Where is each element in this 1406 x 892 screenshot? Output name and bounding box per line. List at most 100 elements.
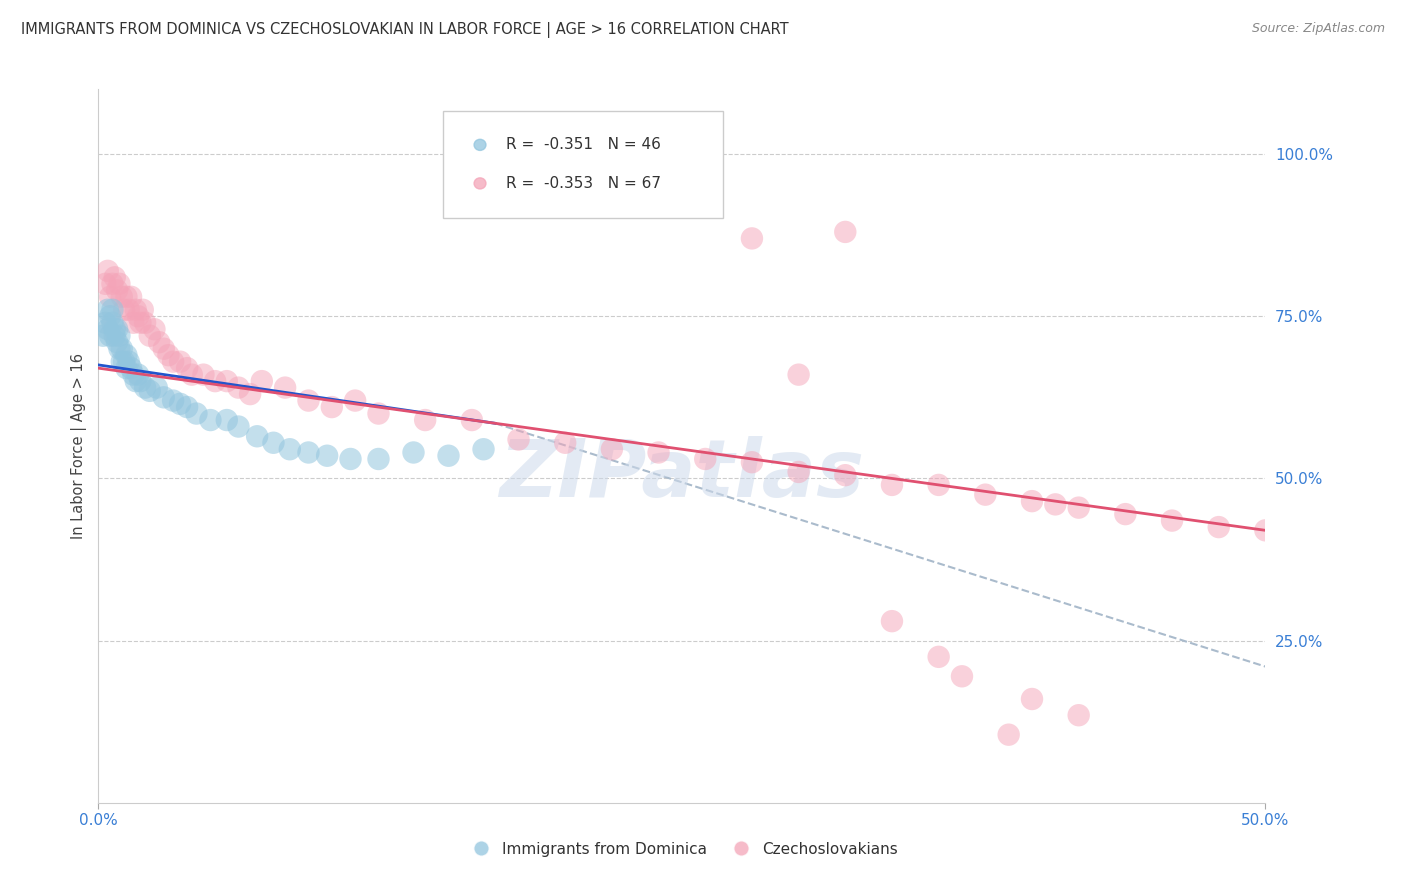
Point xyxy=(695,452,717,467)
Point xyxy=(115,348,138,362)
FancyBboxPatch shape xyxy=(443,111,723,218)
Point xyxy=(741,455,763,469)
Point xyxy=(108,342,131,356)
Point xyxy=(104,270,127,285)
Point xyxy=(1021,692,1043,706)
Point xyxy=(413,413,436,427)
Point xyxy=(118,302,141,317)
Point xyxy=(1114,507,1136,521)
Point xyxy=(316,449,339,463)
Point xyxy=(134,316,156,330)
Point xyxy=(129,374,152,388)
Point xyxy=(1067,500,1090,515)
Point xyxy=(127,368,149,382)
Point xyxy=(1254,524,1277,538)
Point xyxy=(215,374,238,388)
Point xyxy=(105,322,128,336)
Point xyxy=(1161,514,1184,528)
Ellipse shape xyxy=(474,178,486,189)
Text: R =  -0.351   N = 46: R = -0.351 N = 46 xyxy=(506,137,661,153)
Point xyxy=(146,381,169,395)
Point xyxy=(101,316,124,330)
Point xyxy=(834,468,856,483)
Point xyxy=(120,361,142,376)
Point xyxy=(950,669,973,683)
Point xyxy=(262,435,284,450)
Point xyxy=(787,368,810,382)
Point xyxy=(274,381,297,395)
Point xyxy=(554,435,576,450)
Point xyxy=(122,316,145,330)
Point xyxy=(928,478,950,492)
Point xyxy=(169,397,191,411)
Point xyxy=(228,381,250,395)
Point xyxy=(787,465,810,479)
Point xyxy=(97,302,120,317)
Point xyxy=(239,387,262,401)
Point xyxy=(461,413,484,427)
Point xyxy=(880,614,903,628)
Point xyxy=(152,390,174,404)
Point xyxy=(125,374,148,388)
Point xyxy=(928,649,950,664)
Text: R =  -0.353   N = 67: R = -0.353 N = 67 xyxy=(506,176,661,191)
Point xyxy=(321,400,343,414)
Point xyxy=(134,381,156,395)
Point xyxy=(186,407,208,421)
Point xyxy=(108,328,131,343)
Point xyxy=(176,361,198,376)
Point xyxy=(120,290,142,304)
Point xyxy=(974,488,997,502)
Point xyxy=(162,393,184,408)
Point xyxy=(108,277,131,291)
Point xyxy=(1021,494,1043,508)
Point xyxy=(402,445,425,459)
Y-axis label: In Labor Force | Age > 16: In Labor Force | Age > 16 xyxy=(72,353,87,539)
Legend: Immigrants from Dominica, Czechoslovakians: Immigrants from Dominica, Czechoslovakia… xyxy=(460,836,904,863)
Point xyxy=(997,728,1019,742)
Point xyxy=(148,335,170,350)
Point xyxy=(98,290,121,304)
Point xyxy=(200,413,222,427)
Point xyxy=(98,328,121,343)
Point xyxy=(162,354,184,368)
Point xyxy=(339,452,361,467)
Point xyxy=(278,442,301,457)
Point xyxy=(111,342,134,356)
Point xyxy=(250,374,273,388)
Point xyxy=(1208,520,1230,534)
Point xyxy=(228,419,250,434)
Point xyxy=(104,328,127,343)
Point xyxy=(112,302,135,317)
Point xyxy=(193,368,215,382)
Text: Source: ZipAtlas.com: Source: ZipAtlas.com xyxy=(1251,22,1385,36)
Point xyxy=(94,316,117,330)
Point xyxy=(169,354,191,368)
Point xyxy=(105,335,128,350)
Point xyxy=(97,264,120,278)
Point xyxy=(472,442,495,457)
Point xyxy=(741,231,763,245)
Point xyxy=(157,348,180,362)
Point xyxy=(125,302,148,317)
Point xyxy=(132,302,155,317)
Point xyxy=(111,354,134,368)
Point xyxy=(215,413,238,427)
Point xyxy=(101,277,124,291)
Point xyxy=(98,310,121,324)
Point xyxy=(297,445,319,459)
Point xyxy=(437,449,460,463)
Point xyxy=(297,393,319,408)
Point xyxy=(112,354,135,368)
Point xyxy=(246,429,269,443)
Point xyxy=(115,361,138,376)
Point xyxy=(600,442,623,457)
Point xyxy=(834,225,856,239)
Ellipse shape xyxy=(474,139,486,151)
Point xyxy=(94,277,117,291)
Point xyxy=(122,368,145,382)
Point xyxy=(152,342,174,356)
Point xyxy=(111,290,134,304)
Point xyxy=(115,290,138,304)
Point xyxy=(204,374,226,388)
